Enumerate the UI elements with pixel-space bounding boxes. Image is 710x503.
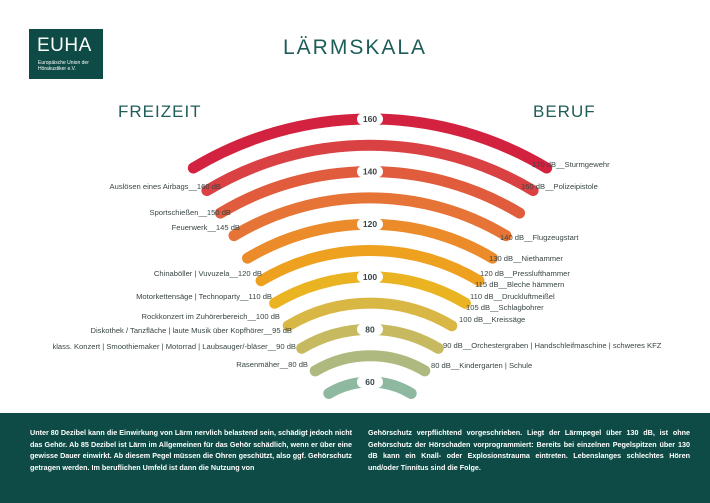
footer-text-left: Unter 80 Dezibel kann die Einwirkung von…	[30, 428, 352, 472]
freizeit-item: Chinaböller | Vuvuzela__120 dB	[153, 269, 262, 278]
scale-label-80: 80	[357, 323, 383, 336]
arc-130db	[228, 192, 512, 242]
beruf-item: 115 dB__Bleche hämmern	[475, 280, 565, 289]
scale-value: 80	[365, 324, 375, 334]
freizeit-heading: FREIZEIT	[118, 102, 202, 121]
arc-110db	[255, 245, 485, 287]
freizeit-item: Motorkettensäge | Technoparty__110 dB	[136, 292, 272, 301]
page-title: LÄRMSKALA	[282, 36, 428, 59]
beruf-item: 90 dB__Orchestergraben | Handschleifmasc…	[443, 341, 662, 350]
euha-logo: EUHA Europäische Union der Hörakustiker …	[29, 29, 103, 79]
scale-value: 120	[363, 219, 377, 229]
logo-subtitle: Europäische Union der Hörakustiker e.V.	[38, 60, 89, 72]
arc-150db	[201, 139, 539, 197]
arc-70db	[309, 350, 431, 377]
beruf-item: 80 dB__Kindergarten | Schule	[431, 361, 533, 370]
info-footer: Unter 80 Dezibel kann die Einwirkung von…	[0, 413, 710, 503]
freizeit-item: Auslösen eines Airbags__160 dB	[109, 182, 221, 191]
beruf-item: 160 dB__Polizeipistole	[521, 182, 598, 191]
scale-value: 60	[365, 377, 375, 387]
scale-value: 160	[363, 114, 377, 124]
scale-label-60: 60	[357, 376, 383, 388]
scale-label-100: 100	[357, 270, 383, 283]
scale-value: 140	[363, 167, 377, 177]
beruf-item: 140 dB__Flugzeugstart	[500, 233, 579, 242]
scale-value: 100	[363, 272, 377, 282]
arc-90db	[282, 297, 458, 332]
freizeit-item: Diskothek / Tanzfläche | laute Musik übe…	[90, 326, 293, 335]
freizeit-item: Rasenmäher__80 dB	[236, 360, 308, 369]
beruf-heading: BERUF	[533, 102, 596, 121]
beruf-item: 120 dB__Presslufthammer	[480, 269, 570, 278]
scale-label-140: 140	[357, 165, 383, 178]
footer-text-right: Gehörschutz verpflichtend vorgeschrieben…	[368, 428, 690, 472]
scale-label-120: 120	[357, 218, 383, 231]
beruf-item: 110 dB__Druckluftmeißel	[470, 292, 555, 301]
noise-scale-arcs: 60 80 100 120 140 160	[187, 113, 553, 399]
scale-label-160: 160	[357, 113, 383, 125]
freizeit-item: Feuerwerk__145 dB	[171, 223, 240, 232]
beruf-item: 100 dB__Kreissäge	[459, 315, 526, 324]
freizeit-item: Sportschießen__150 dB	[149, 208, 231, 217]
freizeit-item: klass. Konzert | Smoothiemaker | Motorra…	[52, 342, 296, 351]
arc-140db	[214, 166, 526, 219]
beruf-item: 170 dB__Sturmgewehr	[532, 160, 610, 169]
beruf-item: 105 dB__Schlagbohrer	[466, 303, 544, 312]
freizeit-item: Rockkonzert im Zuhörerbereich__100 dB	[141, 312, 280, 321]
logo-name: EUHA	[37, 35, 92, 56]
beruf-item: 130 dB__Niethammer	[489, 254, 563, 263]
